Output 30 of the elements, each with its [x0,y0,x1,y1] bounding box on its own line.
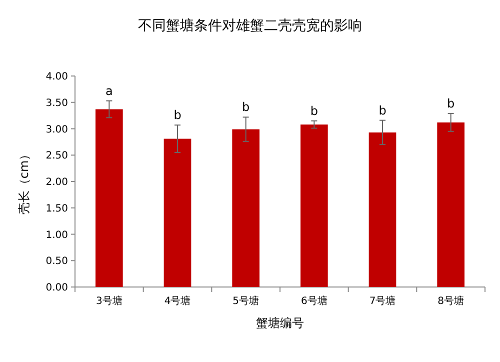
y-tick-label: 0.00 [46,282,68,294]
bar [164,138,192,287]
bar [232,129,260,287]
x-tick-label: 7号塘 [369,295,396,307]
y-tick-label: 1.00 [46,230,68,241]
x-tick-label: 6号塘 [300,295,328,307]
x-tick-label: 4号塘 [164,295,191,307]
bar [437,122,464,287]
annotation: b [378,103,386,118]
annotation: b [310,104,318,118]
annotation: a [105,84,113,98]
y-tick-label: 1.50 [46,203,68,214]
y-axis-title: 壳长（cm） [17,148,31,215]
chart-title: 不同蟹塘条件对雄蟹二壳壳宽的影响 [138,18,362,34]
bar [96,109,123,287]
bar [368,132,396,287]
x-tick-label: 8号塘 [438,295,464,307]
x-axis-title: 蟹塘编号 [256,316,304,330]
x-tick-label: 5号塘 [232,295,260,307]
y-tick-label: 3.50 [46,98,68,109]
x-tick-label: 3号塘 [96,295,122,307]
bar [300,124,328,287]
annotation: b [174,108,182,122]
y-tick-label: 2.50 [46,150,68,162]
annotation: b [242,100,250,114]
y-tick-label: 3.00 [46,124,68,136]
y-tick-label: 4.00 [46,72,68,82]
y-tick-label: 2.00 [46,177,68,188]
annotation: b [447,96,455,110]
y-tick-label: 0.50 [46,256,68,268]
